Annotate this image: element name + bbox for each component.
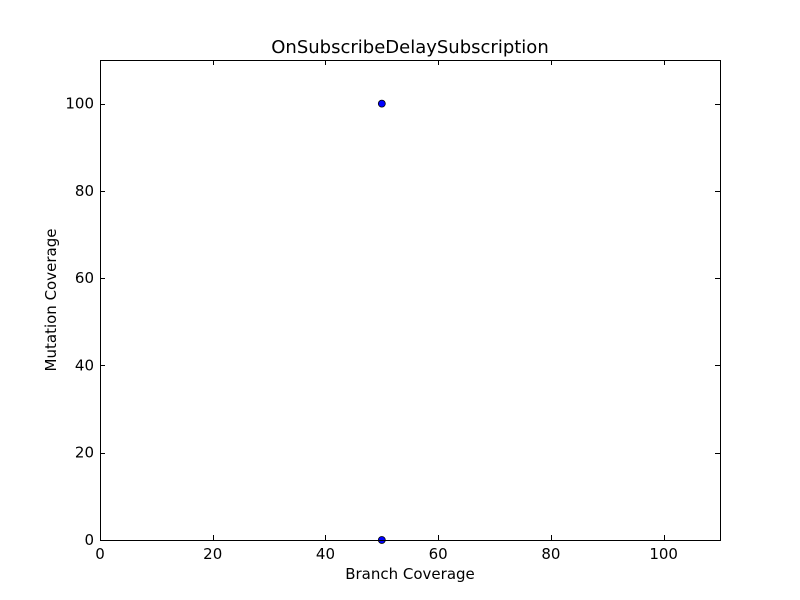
plot-area-frame [100,60,721,541]
y-axis-label: Mutation Coverage [42,229,60,372]
x-tick-label: 0 [95,545,105,563]
x-tick-label: 40 [316,545,335,563]
y-tick-label: 100 [65,95,94,113]
x-axis-label: Branch Coverage [345,565,475,583]
y-tick-label: 40 [75,356,94,374]
x-tick-label: 80 [541,545,560,563]
chart-title: OnSubscribeDelaySubscription [271,37,548,58]
y-tick-label: 80 [75,182,94,200]
y-tick-label: 20 [75,444,94,462]
x-tick-label: 100 [649,545,678,563]
y-tick-label: 0 [84,531,94,549]
y-tick-label: 60 [75,269,94,287]
scatter-point [377,99,386,108]
x-tick-label: 60 [429,545,448,563]
data-points [377,99,386,544]
axis-ticks: 0 20 40 60 80 100 0 20 40 60 80 100 [65,60,720,563]
x-tick-label: 20 [203,545,222,563]
